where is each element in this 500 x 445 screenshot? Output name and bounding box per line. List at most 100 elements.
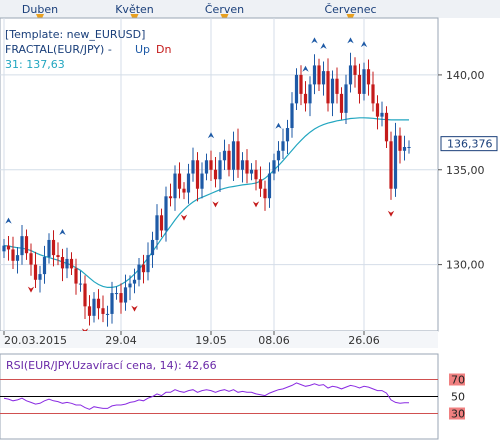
price-axis: 130,00 135,00 140,00 136,376 [438, 69, 498, 272]
candle [74, 258, 78, 295]
candle-body [366, 69, 371, 85]
candle [240, 152, 245, 183]
candle-body [47, 239, 51, 258]
candle [375, 95, 380, 130]
candle [114, 286, 119, 300]
fractal-down-icon [180, 214, 188, 221]
candle-body [56, 255, 60, 258]
candle-body [191, 160, 195, 174]
candle [20, 224, 24, 265]
candle-body [29, 253, 33, 265]
candle-body [258, 179, 263, 189]
candle [78, 270, 83, 292]
candle [389, 131, 393, 200]
candle [263, 180, 267, 211]
month-label: Duben [22, 3, 58, 16]
candle [29, 243, 33, 276]
candle [38, 265, 42, 293]
candle-body [312, 65, 317, 85]
fractal-up-icon [347, 37, 354, 44]
month-label: Červenec [324, 3, 376, 16]
candle-body [69, 258, 74, 269]
candle [335, 67, 339, 104]
rsi-level-box [449, 390, 465, 403]
candle-body [362, 69, 366, 94]
rsi-layer [0, 379, 438, 414]
price-tick-label: 130,00 [446, 259, 485, 272]
rsi-level-box [449, 373, 465, 386]
fractal-up-icon [311, 37, 318, 44]
candle [339, 87, 344, 120]
candle [227, 144, 231, 177]
rsi-level-label: 50 [451, 391, 465, 404]
candle [6, 235, 11, 261]
candle [137, 257, 141, 287]
candle-body [236, 141, 240, 170]
candle [173, 165, 177, 211]
candle-body [24, 236, 29, 254]
date-axis: 20.03.2015 29.04 19.05 08.06 26.06 [3, 331, 380, 347]
candle-body [326, 71, 330, 104]
candle [123, 274, 128, 311]
candle-body [285, 128, 290, 142]
fractal-label: FRACTAL(EUR/JPY) - [5, 43, 112, 56]
candle-body [231, 141, 236, 170]
fractal-up-icon [360, 41, 368, 48]
candle-body [101, 308, 105, 314]
candle-body [65, 258, 69, 269]
candle [303, 81, 308, 112]
candle-body [357, 74, 362, 94]
candle [56, 242, 60, 266]
candle-body [218, 160, 222, 180]
candle-body [51, 239, 56, 256]
candle [326, 58, 330, 112]
fractal-up-icon [302, 65, 309, 72]
date-tick-label: 08.06 [258, 334, 290, 347]
rsi-level-label: 30 [451, 408, 465, 421]
candle-body [132, 279, 137, 284]
candle [254, 160, 258, 191]
candle [105, 305, 110, 327]
candle [245, 149, 249, 184]
price-tick-label: 140,00 [446, 69, 485, 82]
candle [33, 251, 38, 288]
candle-body [92, 298, 96, 316]
candle [182, 182, 186, 200]
candle-body [11, 249, 15, 261]
candle [164, 186, 168, 242]
candle-body [294, 74, 299, 104]
candle [159, 208, 164, 238]
candle-body [78, 283, 83, 285]
fractal-down-icon [252, 201, 260, 208]
template-label: [Template: new_EURUSD] [5, 28, 145, 41]
candle [168, 183, 173, 207]
fractal-up-icon [320, 43, 327, 50]
date-axis-bg [0, 331, 438, 348]
candle [177, 162, 182, 199]
candle [294, 68, 299, 111]
current-price-box [440, 136, 498, 152]
candle-body [146, 255, 150, 273]
candles-layer [2, 52, 411, 327]
candle [200, 162, 204, 199]
candle [2, 238, 6, 258]
candle [209, 150, 213, 181]
ma-label: 31: 137,63 [5, 58, 65, 71]
rsi-level-box [449, 407, 465, 420]
rsi-axis: 70 50 30 [449, 373, 465, 421]
candle [204, 153, 209, 181]
candle [321, 61, 326, 96]
candle [281, 128, 285, 159]
candle-body [267, 173, 272, 199]
candle-body [119, 293, 123, 303]
candle [402, 135, 407, 161]
candle-body [60, 257, 65, 269]
candle-body [299, 74, 303, 94]
month-label: Květen [115, 3, 154, 16]
candle-body [254, 169, 258, 180]
month-label: Červen [205, 3, 244, 16]
candle-body [42, 257, 47, 275]
candle-body [38, 274, 42, 280]
candle [96, 289, 101, 320]
candle [353, 57, 357, 88]
